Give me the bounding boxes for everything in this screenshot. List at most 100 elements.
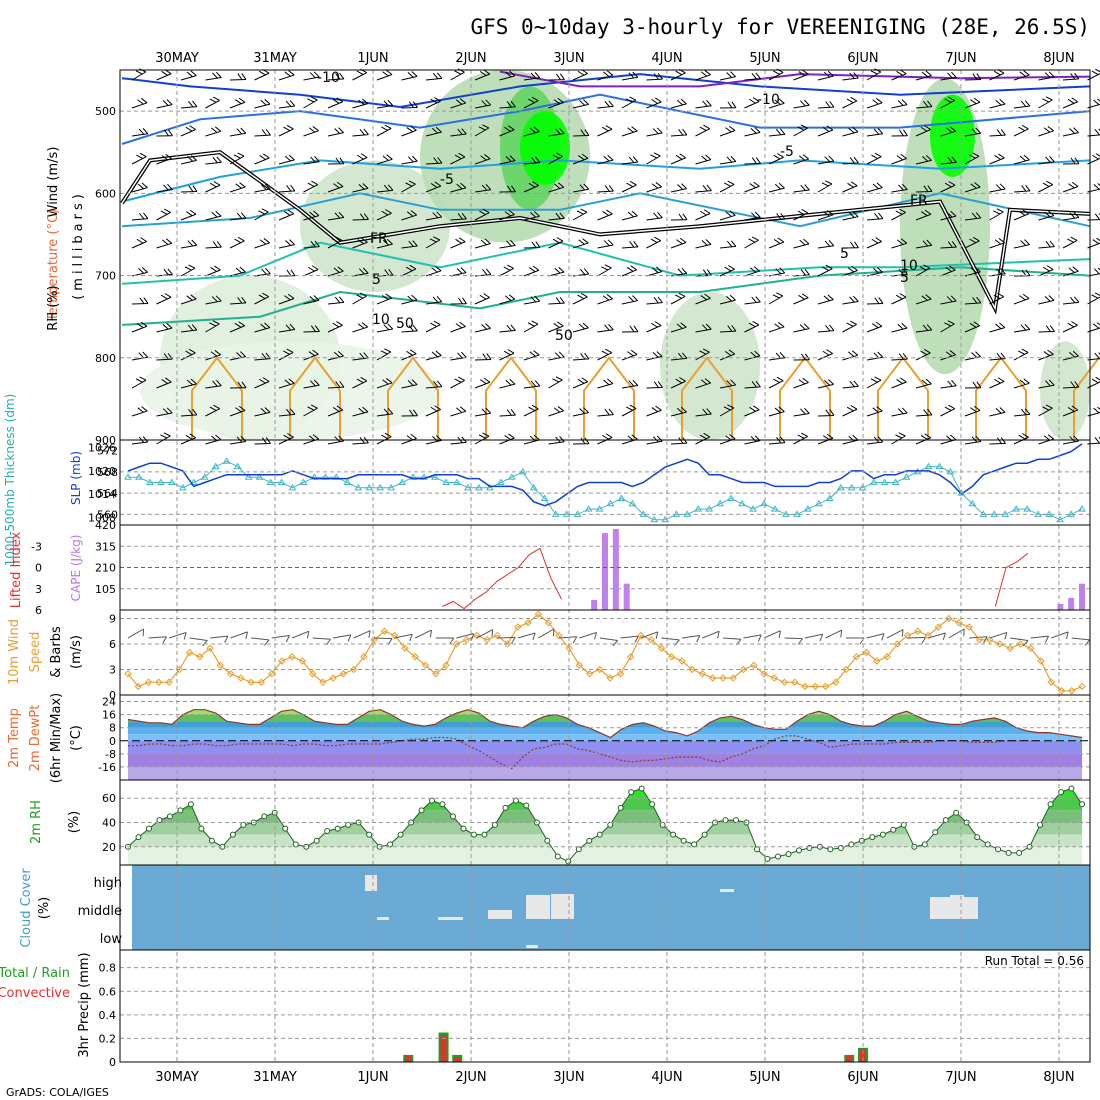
- wind-barb: [768, 213, 786, 221]
- barb-flag: [976, 381, 982, 389]
- barb-flag: [359, 352, 365, 359]
- barb-flag: [534, 380, 541, 387]
- wind-barb: [646, 212, 663, 221]
- barb-flag: [702, 408, 708, 415]
- wind-barb: [670, 98, 687, 109]
- barb-flag: [406, 127, 413, 133]
- wind-barb: [768, 182, 785, 193]
- barb-flag: [656, 351, 663, 357]
- barb-flag: [484, 154, 491, 160]
- barb-flag: [431, 351, 438, 358]
- barb-shaft: [548, 441, 565, 445]
- wind-barb: [572, 292, 588, 305]
- barb-flag: [778, 630, 781, 638]
- wind-barb: [964, 236, 980, 249]
- rh-point: [953, 809, 960, 816]
- barb-shaft: [425, 162, 443, 165]
- wind-barb: [180, 185, 198, 193]
- barb-flag: [1069, 296, 1076, 304]
- barb-flag: [357, 323, 365, 329]
- barb-flag: [1095, 153, 1100, 158]
- barb-shaft: [205, 408, 220, 417]
- wind-barb: [719, 155, 737, 165]
- wind-barb: [1062, 157, 1080, 165]
- barb-flag: [944, 406, 952, 411]
- wind-barb: [303, 126, 319, 137]
- temperature-isoline: [121, 159, 1091, 203]
- barb-flag: [802, 377, 809, 383]
- barb-flag: [1067, 98, 1075, 104]
- wind-barb: [597, 324, 614, 333]
- wind-barb: [131, 321, 148, 333]
- barb-shaft: [719, 299, 736, 305]
- barb-flag: [579, 184, 586, 191]
- barb-flag: [653, 381, 659, 388]
- barb-flag: [531, 157, 537, 164]
- barb-flag: [362, 183, 369, 189]
- barb-flag: [1098, 352, 1100, 359]
- wind-barb: [989, 129, 1006, 137]
- barb-flag: [1097, 406, 1100, 413]
- slp-label: SLP (mb): [69, 451, 83, 505]
- wind-barb: [180, 70, 197, 81]
- date-label-bottom: 30MAY: [155, 1070, 199, 1085]
- barb-flag: [876, 267, 883, 273]
- barb-flag: [481, 408, 488, 415]
- wind-barb: [205, 404, 221, 417]
- barb-flag: [335, 381, 341, 388]
- barb-flag: [386, 154, 393, 160]
- barb-flag: [725, 435, 732, 441]
- barb-flag: [749, 267, 757, 273]
- barb-flag: [312, 434, 320, 440]
- barb-flag: [703, 209, 711, 214]
- barb-shaft: [695, 382, 711, 389]
- barb-shaft: [548, 156, 563, 165]
- wind-barb: [866, 152, 882, 165]
- barb-flag: [191, 324, 198, 331]
- rh-point: [198, 825, 205, 832]
- barb-flag: [607, 154, 614, 161]
- barb-flag: [799, 100, 806, 107]
- barb-shaft: [205, 300, 222, 305]
- barb-flag: [436, 72, 443, 79]
- barb-flag: [947, 380, 953, 387]
- wind-barb: [254, 208, 269, 221]
- barb-flag: [1091, 294, 1099, 299]
- barb-flag: [874, 376, 882, 381]
- barb-flag: [1072, 350, 1079, 357]
- barb-flag: [482, 124, 490, 129]
- barb-flag: [162, 408, 169, 415]
- barb-flag: [283, 434, 291, 440]
- barb-shaft: [327, 301, 344, 305]
- rh-point: [1016, 849, 1023, 856]
- barb-shaft: [768, 326, 785, 333]
- barb-flag: [137, 407, 144, 413]
- barb-flag: [901, 99, 908, 106]
- barb-shaft: [989, 411, 1006, 417]
- barb-flag: [137, 323, 144, 329]
- grid-layer: [120, 70, 1090, 1062]
- barb-flag: [963, 628, 965, 637]
- barb-flag: [923, 185, 929, 192]
- barb-flag: [485, 407, 492, 414]
- wind-speed-point: [596, 665, 604, 674]
- barb-flag: [307, 406, 315, 411]
- rh-band: [128, 834, 1082, 847]
- barb-flag: [139, 297, 145, 304]
- rh-point: [387, 841, 394, 848]
- barb-flag: [924, 433, 932, 439]
- barb-flag: [554, 352, 561, 359]
- barb-flag: [774, 407, 781, 414]
- barb-flag: [412, 409, 418, 417]
- barb-flag: [1048, 210, 1055, 216]
- barb-flag: [139, 376, 147, 381]
- barb-flag: [361, 237, 368, 243]
- barb-shaft: [940, 215, 957, 221]
- barb-flag: [1045, 241, 1051, 248]
- barb-shaft: [474, 127, 490, 137]
- barb-flag: [853, 72, 859, 79]
- t2-label-b: 2m DewPt: [28, 705, 43, 772]
- barb-flag: [259, 155, 266, 160]
- barb-shaft: [450, 102, 466, 109]
- thickness-point: [453, 478, 461, 485]
